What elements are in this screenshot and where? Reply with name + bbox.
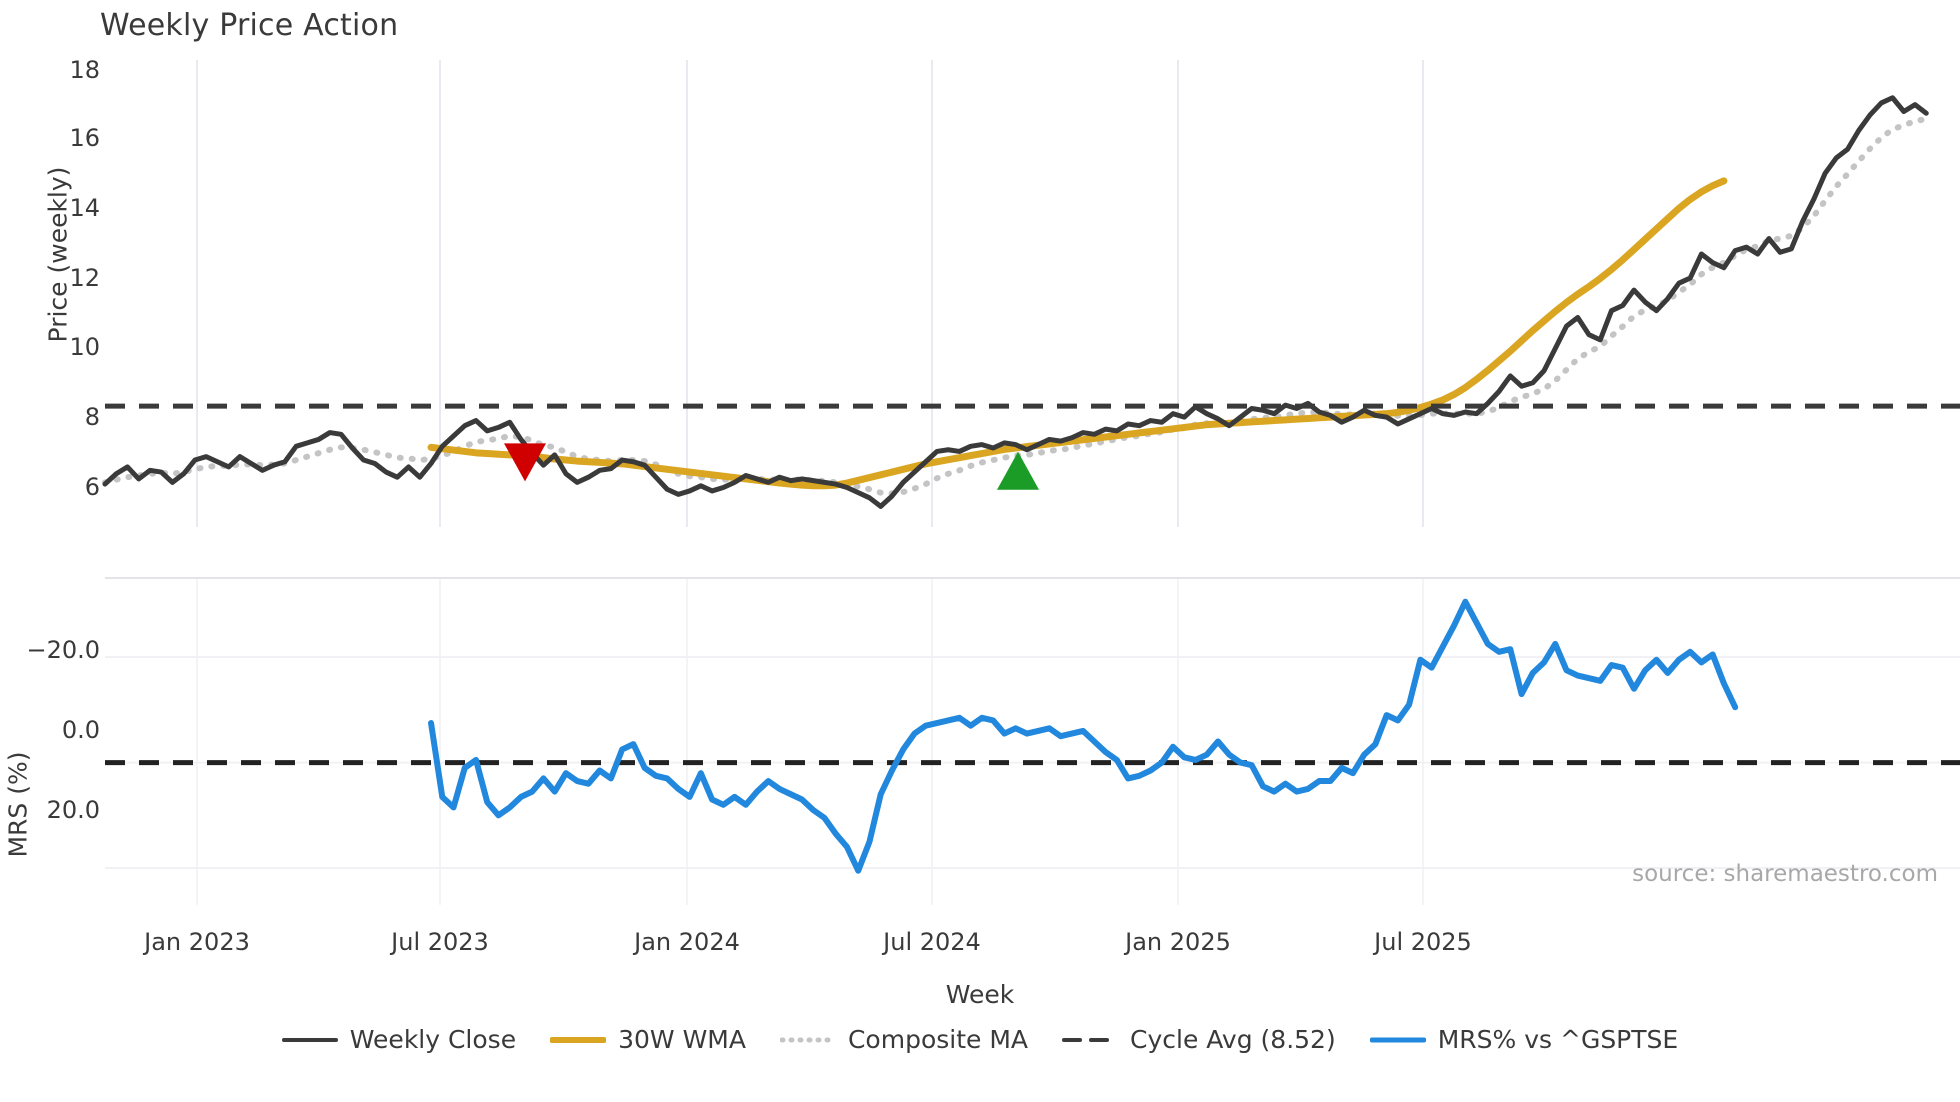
price-ytick: 8 xyxy=(84,403,100,431)
price-panel xyxy=(102,95,1960,509)
legend-label: Composite MA xyxy=(847,1025,1029,1054)
sell-signal-marker xyxy=(504,443,546,482)
page-title: Weekly Price Action xyxy=(100,8,399,43)
chart-legend: Weekly Close 30W WMA Composite MA Cycle Avg… xyxy=(0,1025,1960,1054)
xtick: Jan 2023 xyxy=(144,928,250,956)
xtick: Jul 2025 xyxy=(1374,928,1472,956)
price-ytick: 18 xyxy=(69,56,100,84)
mrs-ytick: −20.0 xyxy=(26,636,100,664)
legend-label: Weekly Close xyxy=(349,1025,517,1054)
legend-item[interactable]: Weekly Close xyxy=(281,1025,517,1054)
legend-item[interactable]: Cycle Avg (8.52) xyxy=(1062,1025,1336,1054)
legend-swatch-icon xyxy=(1369,1029,1426,1051)
legend-item[interactable]: MRS% vs ^GSPTSE xyxy=(1369,1025,1679,1054)
series-mrs xyxy=(428,598,1739,874)
xtick: Jan 2025 xyxy=(1125,928,1231,956)
xtick: Jul 2023 xyxy=(391,928,489,956)
price-ytick: 12 xyxy=(69,264,100,292)
price-ytick: 10 xyxy=(69,333,100,361)
buy-signal-marker xyxy=(997,451,1039,490)
xtick: Jul 2024 xyxy=(883,928,981,956)
legend-swatch-icon xyxy=(1062,1029,1119,1051)
source-watermark: source: sharemaestro.com xyxy=(1632,861,1938,887)
mrs-ytick: 0.0 xyxy=(61,716,100,744)
price-ytick: 6 xyxy=(84,473,100,501)
legend-label: MRS% vs ^GSPTSE xyxy=(1437,1025,1679,1054)
xtick: Jan 2024 xyxy=(634,928,740,956)
price-ytick: 16 xyxy=(69,124,100,152)
x-axis-label: Week xyxy=(945,980,1015,1009)
legend-swatch-icon xyxy=(779,1029,836,1051)
legend-swatch-icon xyxy=(281,1029,338,1051)
mrs-ytick: 20.0 xyxy=(46,796,100,824)
series-composite-ma xyxy=(102,116,1930,497)
legend-label: Cycle Avg (8.52) xyxy=(1130,1025,1336,1054)
series-30w-wma xyxy=(427,177,1728,490)
series-weekly-close xyxy=(102,95,1929,509)
legend-item[interactable]: 30W WMA xyxy=(550,1025,746,1054)
mrs-panel xyxy=(105,598,1960,874)
legend-label: 30W WMA xyxy=(618,1025,746,1054)
legend-swatch-icon xyxy=(550,1029,607,1051)
legend-item[interactable]: Composite MA xyxy=(779,1025,1029,1054)
price-ytick: 14 xyxy=(69,194,100,222)
